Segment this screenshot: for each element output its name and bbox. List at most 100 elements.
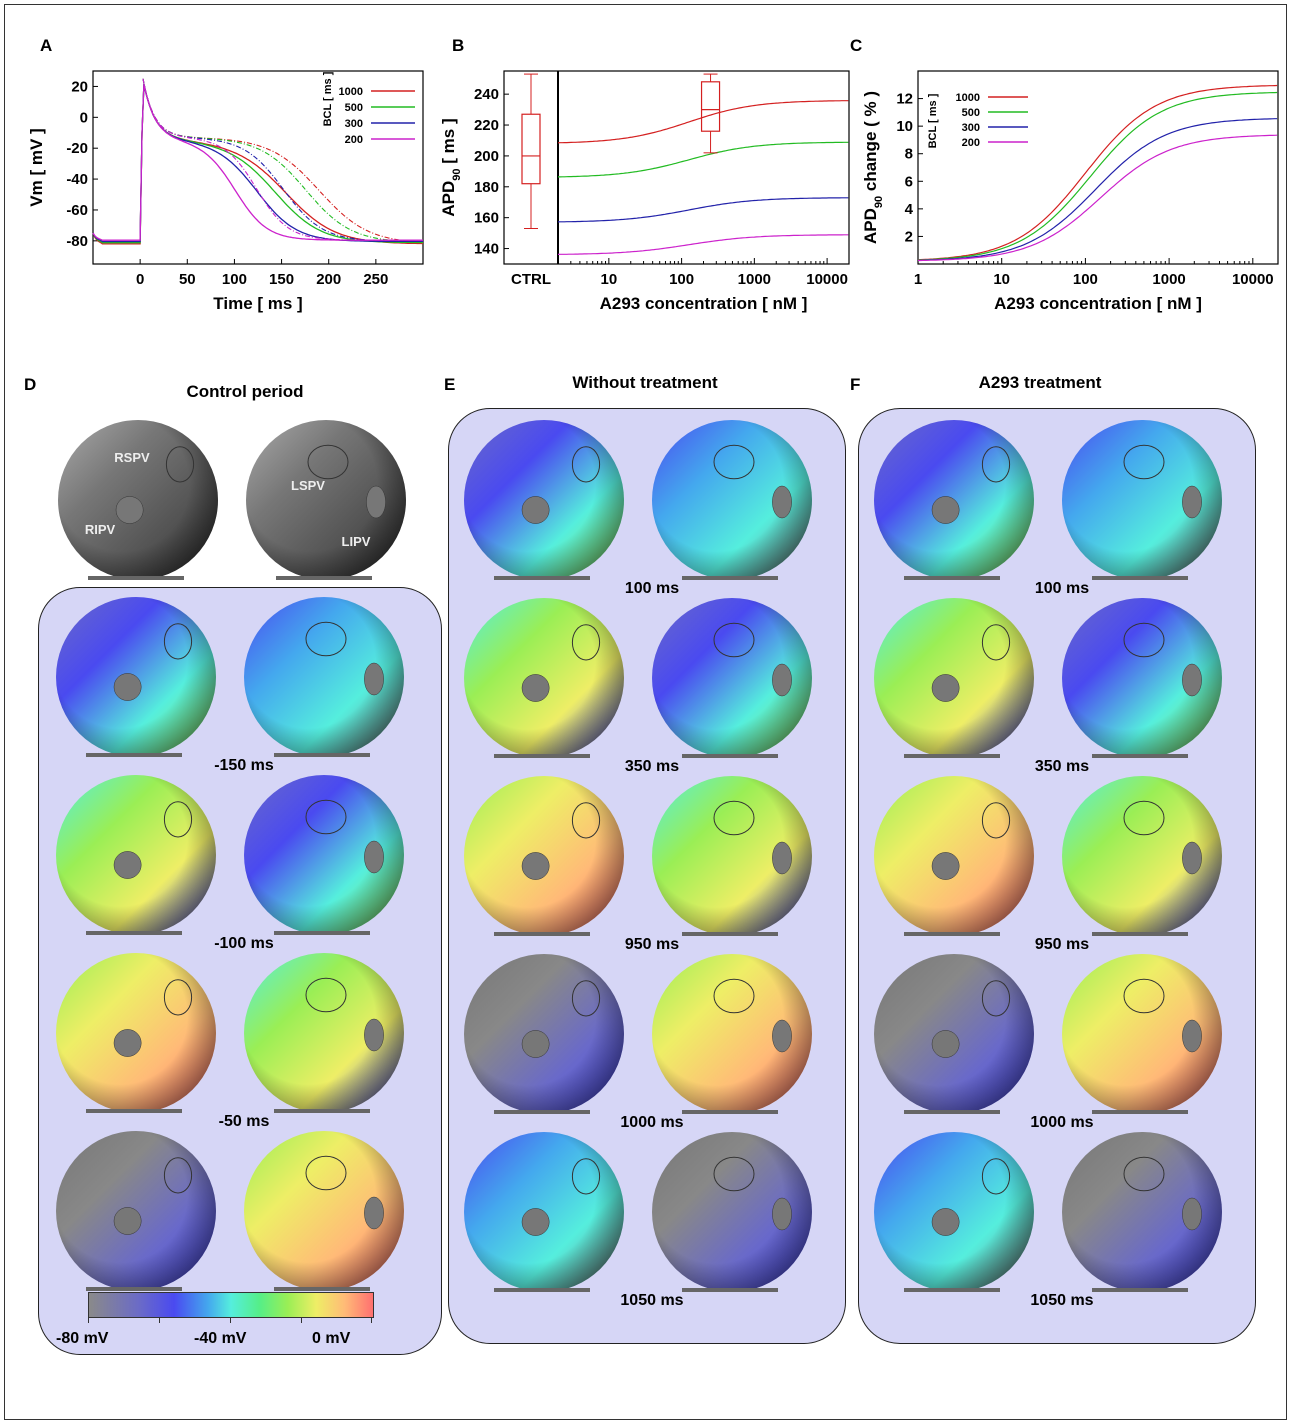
sphere-d-left [244, 775, 404, 935]
sphere-base [274, 753, 370, 757]
vein-ostium [772, 1019, 792, 1053]
sphere-f-left [1062, 598, 1222, 758]
x-tick-label: 100 [222, 271, 247, 288]
vein-ostium [713, 800, 755, 836]
sphere-f-right [874, 420, 1034, 580]
vein-ostium [307, 444, 349, 480]
vein-ostium [163, 623, 193, 660]
time-label: 1050 ms [620, 1292, 684, 1309]
sphere-base [86, 1287, 182, 1291]
sphere-d-right [56, 775, 216, 935]
sphere-f-right [874, 598, 1034, 758]
vein-ostium [772, 1197, 792, 1231]
panel-label-b: B [452, 36, 465, 55]
vein-ostium [163, 979, 193, 1016]
y-tick-label: 6 [905, 173, 913, 190]
y-tick-label: 8 [905, 146, 913, 163]
vein-ostium [1123, 978, 1165, 1014]
vein-ostium [1123, 444, 1165, 480]
y-tick-label: 2 [905, 228, 913, 245]
title-a293-treatment: A293 treatment [978, 373, 1102, 392]
y-tick-label: -20 [66, 140, 88, 157]
vein-ostium [571, 624, 601, 661]
time-label: 950 ms [624, 936, 680, 953]
sphere-shading [246, 420, 406, 580]
x-tick-label: 150 [269, 271, 294, 288]
time-label: 1000 ms [620, 1114, 684, 1131]
vein-ostium [571, 1158, 601, 1195]
time-label: 100 ms [624, 580, 680, 597]
sphere-base [1092, 576, 1188, 580]
time-label: 950 ms [1034, 936, 1090, 953]
legend-label: 1000 [956, 92, 980, 104]
sphere-base [1092, 932, 1188, 936]
sphere-e-left [652, 598, 812, 758]
vein-ostium [364, 662, 384, 696]
legend-label: 200 [962, 137, 980, 149]
sphere-e-left [652, 776, 812, 936]
y-tick-label: 10 [896, 118, 913, 135]
sphere-f-left [1062, 954, 1222, 1114]
line-series-1000 [917, 84, 1278, 261]
series-group [92, 78, 424, 245]
sphere-base [494, 932, 590, 936]
sphere-base [682, 1110, 778, 1114]
sphere-base [904, 1288, 1000, 1292]
vein-ostium [713, 978, 755, 1014]
vein-ostium [115, 496, 144, 524]
title-without-treatment: Without treatment [572, 373, 718, 392]
vein-ostium [981, 980, 1011, 1017]
sphere-base [86, 931, 182, 935]
legend-title: BCL [ ms ] [322, 71, 334, 126]
vein-ostium [1182, 1019, 1202, 1053]
sphere-e-right [464, 1132, 624, 1292]
sphere-base [86, 753, 182, 757]
legend-title: BCL [ ms ] [927, 93, 939, 148]
y-tick-label: -80 [66, 233, 88, 250]
sphere-d-right [56, 597, 216, 757]
y-tick-label: 240 [474, 86, 499, 103]
time-label: 1050 ms [1030, 1292, 1094, 1309]
sphere-base [494, 1110, 590, 1114]
vein-ostium [113, 1029, 142, 1057]
x-axis-label: A293 concentration [ nM ] [994, 294, 1202, 313]
pv-label-ripv: RIPV [85, 522, 116, 537]
title-control-period: Control period [186, 382, 304, 401]
vein-ostium [305, 1155, 347, 1191]
x-tick-label: 10000 [806, 271, 848, 288]
legend-label: 500 [962, 107, 980, 119]
chart-b: 240 220 200 180 160 140 10 100 1000 10000 CTRL A293… [439, 70, 850, 313]
time-label: -150 ms [214, 757, 274, 774]
panel-label-d: D [24, 375, 37, 394]
vein-ostium [713, 622, 755, 658]
chart-c: 12 10 8 6 4 2 1 10 100 1000 10000 A293 concentratio… [861, 70, 1279, 313]
sphere-f-right [874, 1132, 1034, 1292]
vein-ostium [366, 485, 386, 519]
sphere-reference-right: RSPV RIPV [58, 420, 218, 580]
vein-ostium [521, 1030, 550, 1058]
vein-ostium [521, 496, 550, 524]
vein-ostium [1182, 663, 1202, 697]
sphere-d-left [244, 953, 404, 1113]
y-tick-label: 180 [474, 179, 499, 196]
colorbar-tick [371, 1317, 372, 1323]
sphere-base [682, 754, 778, 758]
legend-label: 500 [345, 102, 363, 114]
sphere-base [682, 932, 778, 936]
sphere-d-left [244, 597, 404, 757]
sphere-base [274, 1287, 370, 1291]
sphere-base [494, 754, 590, 758]
sphere-e-right [464, 776, 624, 936]
y-axis-label: APD90 change ( % ) [861, 91, 885, 244]
vein-ostium [931, 852, 960, 880]
sphere-shading [652, 1132, 812, 1292]
line-series-200 [557, 234, 849, 255]
vein-ostium [1182, 1197, 1202, 1231]
sphere-e-left [652, 954, 812, 1114]
vein-ostium [772, 841, 792, 875]
line-series-300 [557, 197, 849, 223]
sphere-base [1092, 1110, 1188, 1114]
vein-ostium [981, 1158, 1011, 1195]
legend-label: 300 [962, 122, 980, 134]
dashed-series-500 [142, 78, 423, 243]
